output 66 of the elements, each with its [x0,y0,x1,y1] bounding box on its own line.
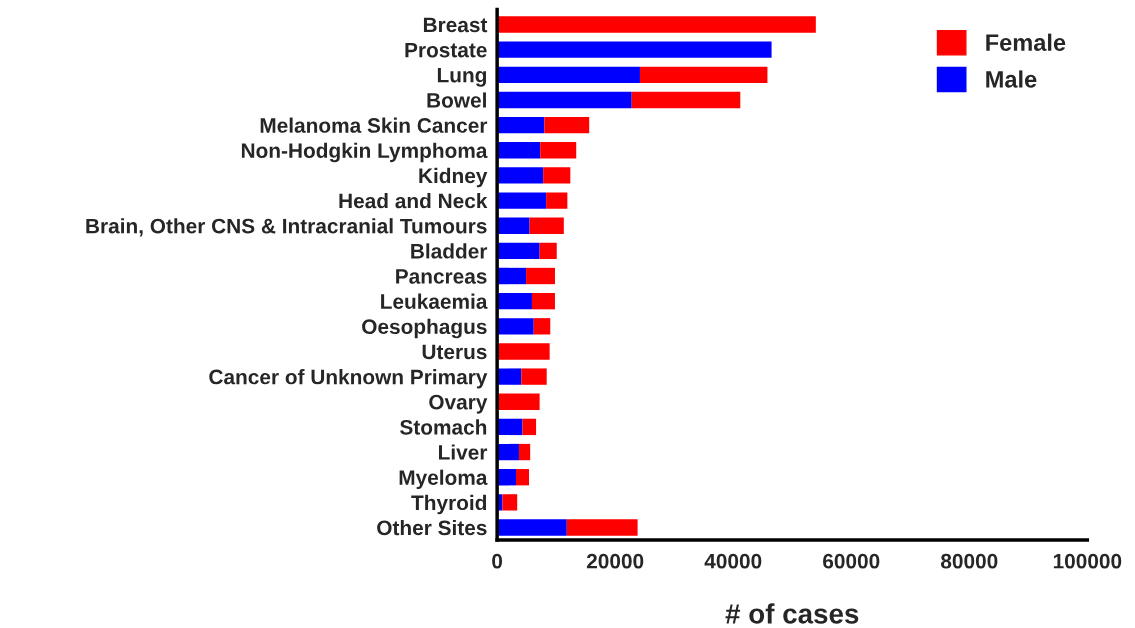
y-tick-label: Stomach [400,419,487,435]
y-tick-label: Ovary [429,394,488,414]
bar [546,192,568,209]
bar [497,66,640,83]
y-tick-label: Lung [437,67,487,87]
y-tick-label: Liver [439,444,488,460]
y-tick-label: Melanoma Skin Cancer [260,117,488,133]
y-tick-label: Leukaemia [381,293,488,309]
legend-label: Female [986,33,1066,51]
bar [566,519,638,536]
x-tick-label: 40000 [704,553,762,569]
x-tick-label: 0 [492,553,503,569]
bar [497,41,772,58]
bar [531,292,555,310]
bar [533,318,551,335]
bar [526,267,555,285]
bar [521,368,547,385]
bar [497,16,816,33]
y-tick-label: Kidney [419,167,488,188]
bar [529,217,564,234]
y-tick-label: Prostate [405,42,487,58]
y-tick-label: Non-Hodgkin Lymphoma [241,142,488,163]
bar [631,91,741,109]
y-tick-label: Head and Neck [339,193,488,209]
y-tick-label: Breast [423,17,488,33]
x-tick-label: 100000 [1053,553,1122,569]
x-tick-label: 60000 [823,553,880,569]
bar [502,494,518,511]
bar [544,116,590,134]
y-tick-label: Cancer of Unknown Primary [209,369,488,389]
bar [497,167,544,184]
bar [497,418,523,436]
bar [497,192,547,209]
y-tick-label: Thyroid [411,494,487,515]
bar [540,142,577,159]
bar [497,267,527,285]
y-tick-label: Myeloma [399,469,488,490]
bar [497,368,522,385]
bar [543,167,571,184]
y-tick-label: Bladder [411,243,488,259]
x-tick-label: 80000 [940,553,998,569]
bar [497,519,567,536]
y-tick-label: Bowel [427,92,486,108]
y-tick-label: Oesophagus [362,318,487,339]
bar [497,292,532,310]
y-tick-label: Uterus [422,344,487,360]
legend-label: Male [986,70,1037,88]
bar [497,217,530,234]
x-tick-label: 20000 [586,553,644,569]
bar [497,242,540,260]
bar [497,318,534,335]
bar [639,66,768,83]
bar [497,443,519,461]
bar [497,116,545,134]
bar [497,393,540,410]
bar [516,469,529,486]
bar [518,443,531,461]
bar [497,343,550,360]
y-tick-label: Other Sites [377,519,487,536]
x-axis-title: # of cases [725,603,859,624]
y-tick-label: Pancreas [396,269,487,284]
bar [539,242,557,260]
y-tick-label: Brain, Other CNS & Intracranial Tumours [86,218,487,237]
bar [522,418,537,436]
bar [497,142,541,159]
bar [497,91,632,109]
